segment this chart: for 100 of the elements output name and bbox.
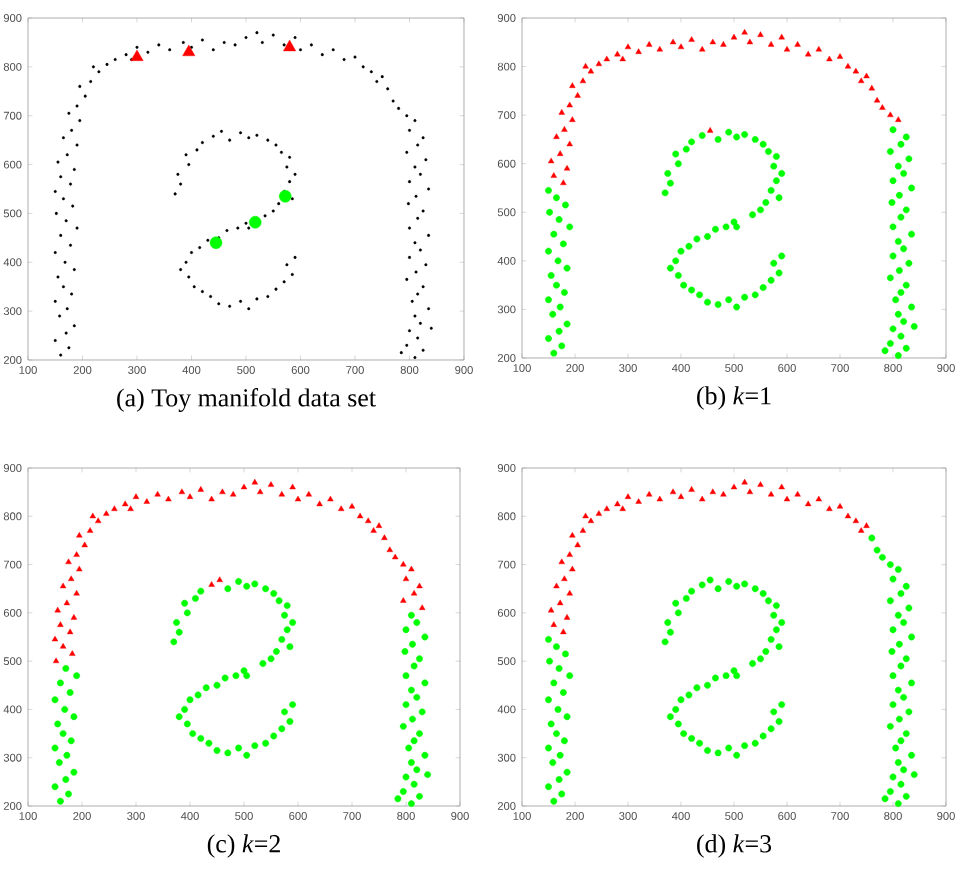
point — [783, 495, 791, 502]
point — [699, 495, 706, 502]
point — [879, 104, 886, 110]
point — [130, 49, 144, 61]
point — [550, 172, 557, 178]
point — [707, 127, 714, 133]
text: (a) Toy manifold data set — [117, 388, 376, 412]
point — [587, 67, 595, 74]
point — [569, 532, 576, 538]
point — [579, 527, 587, 533]
point — [574, 541, 581, 548]
point — [619, 55, 626, 62]
point — [720, 490, 727, 497]
point — [826, 505, 833, 511]
point — [656, 495, 663, 502]
point — [844, 62, 852, 69]
point — [746, 38, 754, 45]
point — [563, 614, 571, 620]
point — [579, 77, 587, 84]
point — [778, 483, 785, 490]
point — [677, 43, 685, 50]
point — [569, 116, 576, 122]
point — [778, 33, 785, 40]
point — [699, 45, 706, 52]
point — [826, 55, 833, 62]
point — [783, 45, 791, 52]
point — [635, 48, 642, 54]
point — [624, 493, 632, 499]
point — [669, 38, 677, 45]
point — [863, 522, 870, 528]
point — [895, 116, 902, 122]
point — [887, 111, 894, 118]
point — [688, 486, 695, 492]
point — [560, 179, 567, 186]
text: (d) k=3 — [697, 834, 772, 858]
point — [557, 599, 564, 606]
point — [553, 582, 560, 589]
point — [595, 60, 602, 67]
point — [558, 109, 565, 115]
point — [595, 510, 602, 516]
point — [569, 565, 576, 572]
point — [561, 126, 568, 132]
point — [794, 490, 801, 497]
point — [709, 488, 716, 495]
point — [635, 498, 642, 504]
point — [858, 527, 865, 533]
point — [720, 41, 727, 47]
point — [558, 558, 565, 565]
point — [548, 606, 555, 613]
point — [805, 50, 812, 57]
point — [805, 500, 812, 507]
point — [836, 53, 844, 59]
point — [603, 55, 610, 62]
point — [566, 589, 573, 596]
point — [566, 140, 573, 147]
point — [863, 72, 870, 79]
point — [815, 45, 822, 52]
point — [603, 505, 610, 511]
point — [852, 517, 860, 524]
point — [582, 62, 589, 69]
point — [249, 216, 262, 229]
point — [550, 621, 557, 627]
point — [624, 43, 632, 50]
point — [182, 44, 196, 56]
point — [619, 505, 626, 511]
point — [746, 488, 754, 495]
point — [741, 28, 748, 35]
point — [858, 77, 865, 84]
point — [560, 628, 567, 635]
point — [730, 483, 738, 490]
text: (b) k=1 — [697, 386, 771, 410]
point — [563, 164, 571, 171]
point — [553, 133, 560, 139]
point — [852, 67, 860, 74]
point — [656, 45, 663, 52]
point — [569, 82, 576, 88]
text: (c) k=2 — [207, 834, 280, 858]
point — [844, 512, 852, 519]
point — [741, 478, 748, 485]
point — [757, 481, 764, 487]
point — [836, 503, 844, 509]
point — [209, 236, 223, 249]
point — [767, 490, 775, 497]
point — [873, 96, 881, 103]
point — [646, 490, 653, 497]
point — [566, 551, 573, 557]
point — [566, 101, 573, 108]
point — [646, 41, 653, 47]
point — [868, 84, 875, 91]
point — [767, 41, 775, 47]
point — [283, 39, 297, 52]
point — [709, 38, 716, 45]
point — [574, 92, 581, 98]
point — [557, 150, 564, 156]
point — [587, 517, 595, 524]
point — [794, 41, 801, 47]
point — [614, 500, 621, 507]
point — [548, 157, 555, 164]
point — [688, 36, 695, 42]
point — [730, 33, 738, 40]
